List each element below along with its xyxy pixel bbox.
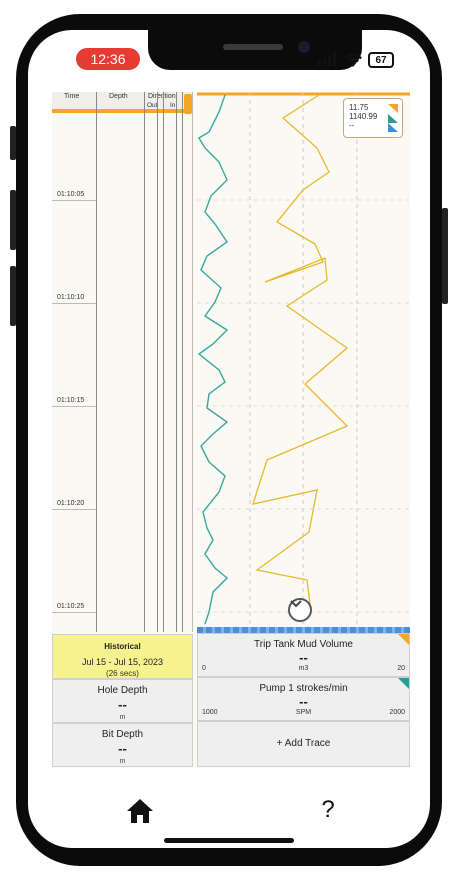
column-divider bbox=[182, 92, 183, 632]
time-tick bbox=[52, 303, 96, 304]
time-label: 01:10:20 bbox=[57, 500, 85, 507]
home-icon[interactable] bbox=[126, 798, 154, 824]
hole-depth-panel[interactable]: Hole Depth -- m bbox=[52, 679, 193, 723]
add-trace-label: + Add Trace bbox=[276, 738, 331, 749]
notch bbox=[148, 30, 362, 70]
column-divider bbox=[157, 92, 158, 632]
side-button bbox=[10, 266, 16, 326]
time-label: 01:10:05 bbox=[57, 191, 85, 198]
column-divider bbox=[144, 92, 145, 632]
trace-title: Trip Tank Mud Volume bbox=[254, 639, 353, 650]
hole-depth-value: -- bbox=[118, 697, 127, 712]
trace-panel-trip-tank[interactable]: Trip Tank Mud Volume -- 0 m3 20 bbox=[197, 633, 410, 677]
legend-value-3: -- bbox=[349, 121, 355, 130]
bit-depth-panel[interactable]: Bit Depth -- m bbox=[52, 723, 193, 767]
time-tick bbox=[52, 509, 96, 510]
trace-color-indicator bbox=[398, 678, 409, 689]
trace-value: -- bbox=[299, 694, 308, 709]
timeline-track[interactable]: Time Depth Direction Out In 01:10:05 01:… bbox=[52, 92, 193, 632]
time-label: 01:10:15 bbox=[57, 397, 85, 404]
trace-chart-svg bbox=[197, 92, 410, 628]
header-time: Time bbox=[64, 93, 80, 100]
side-button bbox=[10, 126, 16, 160]
trace-max: 2000 bbox=[389, 709, 405, 716]
hole-depth-unit: m bbox=[119, 714, 126, 721]
trace-unit: SPM bbox=[295, 709, 312, 716]
time-label: 01:10:10 bbox=[57, 294, 85, 301]
trace-max: 20 bbox=[397, 665, 405, 672]
trace-value: -- bbox=[299, 650, 308, 665]
hole-depth-title: Hole Depth bbox=[97, 685, 148, 696]
signal-icon bbox=[318, 52, 336, 66]
series-pump-strokes bbox=[197, 94, 229, 625]
add-trace-button[interactable]: + Add Trace bbox=[197, 721, 410, 767]
help-button[interactable]: ? bbox=[321, 796, 335, 823]
trace-min: 0 bbox=[202, 665, 206, 672]
trace-title: Pump 1 strokes/min bbox=[259, 683, 348, 694]
series-trip-tank bbox=[252, 94, 349, 613]
home-indicator bbox=[164, 838, 294, 843]
header-in: In bbox=[170, 102, 176, 109]
historical-duration: (26 secs) bbox=[106, 669, 139, 678]
chart-legend: 11.75 1140.99 -- bbox=[343, 98, 403, 138]
timeline-scrollbar[interactable] bbox=[184, 94, 192, 114]
column-divider bbox=[163, 92, 164, 632]
header-direction: Direction bbox=[148, 93, 176, 100]
trace-min: 1000 bbox=[202, 709, 218, 716]
header-depth: Depth bbox=[109, 93, 128, 100]
bit-depth-unit: m bbox=[119, 758, 126, 765]
trace-chart[interactable]: 11.75 1140.99 -- bbox=[197, 92, 410, 628]
trace-panel-pump[interactable]: Pump 1 strokes/min -- 1000 SPM 2000 bbox=[197, 677, 410, 721]
time-label: 01:10:25 bbox=[57, 603, 85, 610]
power-button bbox=[442, 208, 448, 304]
trace-color-indicator bbox=[398, 634, 409, 645]
column-divider bbox=[176, 92, 177, 632]
historical-range: Jul 15 - Jul 15, 2023 bbox=[81, 657, 164, 667]
historical-label: Historical bbox=[104, 642, 141, 651]
historical-panel[interactable]: Historical Jul 15 - Jul 15, 2023 (26 sec… bbox=[52, 634, 193, 679]
trace-unit: m3 bbox=[298, 665, 309, 672]
legend-swatch-blue bbox=[388, 123, 398, 132]
header-out: Out bbox=[147, 102, 158, 109]
side-button bbox=[10, 190, 16, 250]
timeline-header: Time Depth Direction Out In bbox=[52, 92, 192, 110]
legend-value-2: 1140.99 bbox=[349, 112, 378, 121]
battery-icon: 67 bbox=[368, 52, 394, 68]
bit-depth-title: Bit Depth bbox=[101, 729, 144, 740]
scroll-down-button[interactable] bbox=[288, 598, 312, 622]
time-tick bbox=[52, 200, 96, 201]
chevron-down-icon bbox=[290, 600, 302, 608]
timeline-marker bbox=[52, 109, 192, 113]
trace-time-bar bbox=[197, 627, 410, 633]
column-divider bbox=[96, 92, 97, 632]
legend-swatch-orange bbox=[388, 104, 398, 113]
speaker bbox=[223, 44, 283, 50]
legend-swatch-teal bbox=[388, 114, 398, 123]
time-tick bbox=[52, 612, 96, 613]
status-time: 12:36 bbox=[76, 48, 140, 70]
time-tick bbox=[52, 406, 96, 407]
app-content: Time Depth Direction Out In 01:10:05 01:… bbox=[52, 92, 410, 768]
legend-value-1: 11.75 bbox=[349, 103, 369, 112]
camera bbox=[298, 41, 310, 53]
wifi-icon bbox=[344, 53, 362, 67]
bit-depth-value: -- bbox=[118, 741, 127, 756]
